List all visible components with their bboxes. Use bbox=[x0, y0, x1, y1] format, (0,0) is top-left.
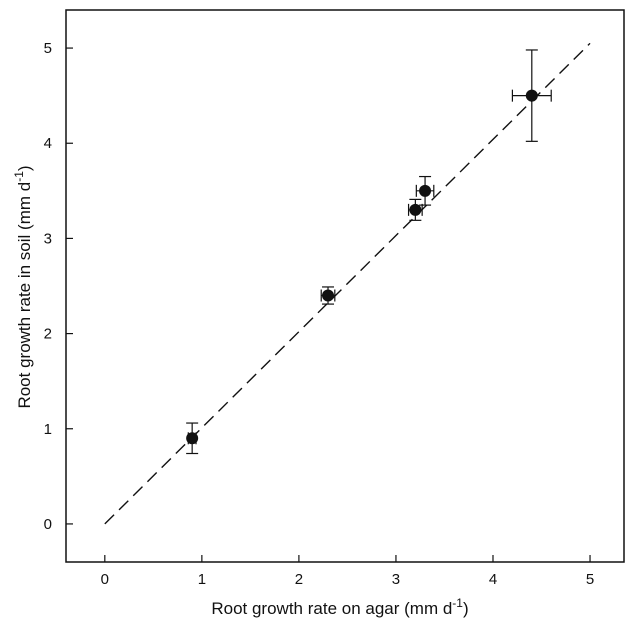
data-point bbox=[407, 198, 423, 221]
y-axis-label: Root growth rate in soil (mm d-1) bbox=[12, 165, 34, 408]
fit-line bbox=[104, 42, 591, 525]
y-tick-label: 4 bbox=[44, 135, 52, 152]
data-point bbox=[320, 286, 336, 305]
data-point-marker bbox=[419, 184, 432, 197]
x-tick-label: 1 bbox=[198, 571, 206, 588]
fit-line-layer bbox=[104, 42, 591, 525]
plot-frame bbox=[65, 9, 625, 563]
ticks-layer: 0 1 2 3 4 5 0 1 2 3 4 5 bbox=[44, 40, 595, 588]
data-point-marker bbox=[322, 289, 335, 302]
x-tick-label: 4 bbox=[489, 571, 497, 588]
y-tick-label: 2 bbox=[44, 326, 52, 343]
data-point bbox=[415, 175, 435, 206]
data-point-marker bbox=[186, 432, 199, 445]
y-tick-label: 3 bbox=[44, 230, 52, 247]
data-point bbox=[511, 49, 552, 142]
y-tick-label: 0 bbox=[44, 516, 52, 533]
x-tick-label: 3 bbox=[392, 571, 400, 588]
data-points-layer bbox=[186, 49, 552, 455]
data-point bbox=[186, 422, 199, 455]
data-point-marker bbox=[525, 89, 538, 102]
y-tick-label: 5 bbox=[44, 40, 52, 57]
y-tick-label: 1 bbox=[44, 421, 52, 438]
x-axis-label: Root growth rate on agar (mm d-1) bbox=[211, 596, 468, 618]
x-tick-label: 0 bbox=[101, 571, 109, 588]
x-tick-label: 5 bbox=[586, 571, 594, 588]
data-point-marker bbox=[409, 203, 422, 216]
x-tick-label: 2 bbox=[295, 571, 303, 588]
